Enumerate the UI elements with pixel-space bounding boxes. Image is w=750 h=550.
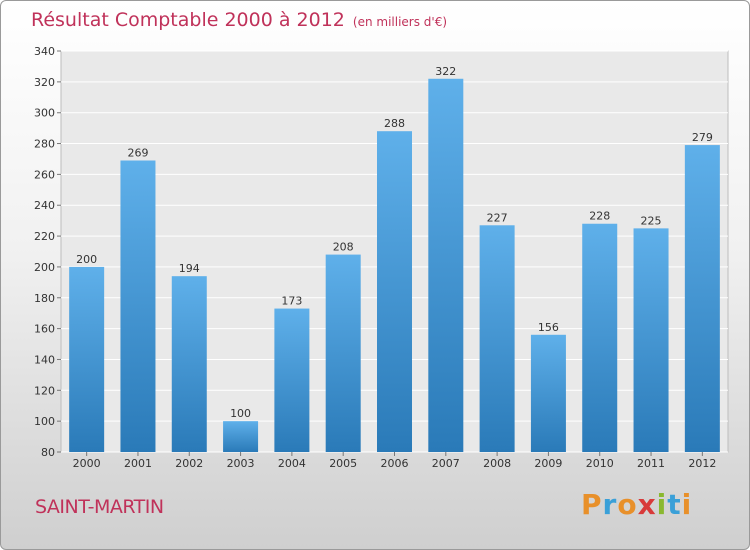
x-tick-label: 2004 (278, 457, 306, 470)
bar (171, 276, 207, 452)
y-tick-label: 80 (41, 446, 55, 459)
y-tick-label: 160 (34, 323, 55, 336)
y-tick-label: 260 (34, 168, 55, 181)
x-tick-label: 2010 (586, 457, 614, 470)
y-tick-label: 320 (34, 76, 55, 89)
logo-letter: i (681, 488, 693, 521)
bar (274, 308, 310, 452)
x-tick-label: 2003 (227, 457, 255, 470)
bar (633, 228, 669, 452)
place-name: SAINT-MARTIN (35, 496, 164, 518)
bar (223, 421, 259, 452)
bar (69, 266, 105, 452)
bar (377, 131, 412, 452)
x-tick-label: 2002 (175, 457, 203, 470)
logo-letter: r (602, 488, 618, 521)
data-label: 100 (230, 407, 251, 420)
bar (530, 334, 566, 452)
x-tick-label: 2008 (483, 457, 511, 470)
logo-letter: i (656, 488, 668, 521)
bar (684, 145, 720, 453)
bar (582, 223, 618, 452)
data-label: 227 (487, 211, 508, 224)
x-tick-label: 2006 (381, 457, 409, 470)
y-tick-label: 280 (34, 138, 55, 151)
x-tick-label: 2001 (124, 457, 152, 470)
data-label: 288 (384, 117, 405, 130)
data-label: 269 (127, 147, 148, 160)
data-label: 228 (589, 210, 610, 223)
logo-letter: t (667, 488, 682, 521)
data-label: 194 (179, 262, 200, 275)
logo-letter: x (637, 488, 657, 521)
y-tick-label: 300 (34, 107, 55, 120)
bar (120, 160, 156, 452)
data-label: 225 (641, 214, 662, 227)
logo-letter: P (581, 488, 603, 521)
x-axis: 2000 2001 2002 2003 2004 2005 2006 2007 2008 2009… (73, 452, 716, 470)
y-tick-label: 240 (34, 199, 55, 212)
y-tick-label: 340 (34, 45, 55, 58)
chart-title: Résultat Comptable 2000 à 2012 (en millie… (31, 9, 447, 31)
y-tick-label: 200 (34, 261, 55, 274)
x-tick-label: 2009 (534, 457, 562, 470)
proxiti-logo[interactable]: Proxiti (581, 488, 692, 521)
data-label: 208 (333, 241, 354, 254)
y-tick-label: 140 (34, 353, 55, 366)
data-label: 173 (281, 295, 302, 308)
y-tick-label: 120 (34, 384, 55, 397)
title-unit: (en milliers d'€) (352, 15, 448, 29)
bar (479, 225, 515, 452)
bars: 200 269 194 100 173 208 288 322 227 156 228 225 279 (69, 65, 720, 453)
bar (325, 254, 361, 452)
data-label: 200 (76, 253, 97, 266)
y-tick-label: 220 (34, 230, 55, 243)
title-main: Résultat Comptable 2000 à 2012 (31, 9, 345, 31)
bar (428, 78, 464, 452)
x-tick-label: 2012 (688, 457, 716, 470)
x-tick-label: 2007 (432, 457, 460, 470)
data-label: 279 (692, 131, 713, 144)
logo-letter: o (617, 488, 638, 521)
x-tick-label: 2005 (329, 457, 357, 470)
data-label: 156 (538, 321, 559, 334)
data-label: 322 (435, 65, 456, 78)
y-tick-label: 180 (34, 292, 55, 305)
y-tick-label: 100 (34, 415, 55, 428)
y-axis: 80 100 120 140 160 180 200 220 240 260 280 300 320 34… (34, 45, 61, 459)
x-tick-label: 2000 (73, 457, 101, 470)
x-tick-label: 2011 (637, 457, 665, 470)
